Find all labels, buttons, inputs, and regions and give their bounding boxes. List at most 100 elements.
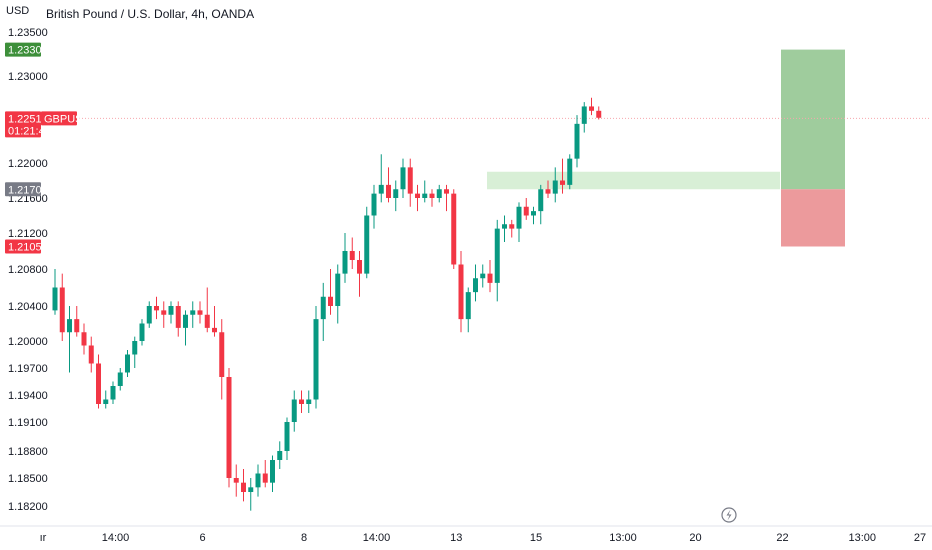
- candle: [125, 350, 130, 377]
- symbol-badge-bg: [41, 111, 77, 126]
- candle: [386, 167, 391, 203]
- candle-body: [378, 184, 384, 194]
- candle-body: [74, 319, 80, 333]
- candle-body: [328, 296, 333, 306]
- candle-body: [190, 310, 196, 315]
- candle-body: [415, 193, 420, 198]
- candle: [248, 478, 254, 511]
- candle: [299, 390, 304, 413]
- candle-body: [88, 345, 94, 364]
- price-badge-bg: [5, 239, 41, 254]
- currency-label: USD: [6, 5, 29, 17]
- candle-body: [146, 306, 152, 324]
- candle: [473, 264, 478, 302]
- candle-body: [219, 332, 225, 377]
- candle-body: [342, 251, 348, 274]
- candle-body: [480, 273, 486, 279]
- candle-body: [567, 158, 573, 185]
- candle: [487, 260, 493, 293]
- candle-body: [444, 189, 449, 194]
- price-badge-value: 1.23300: [8, 45, 48, 57]
- candle-body: [473, 278, 478, 293]
- candle-body: [429, 193, 435, 198]
- y-tick-label: 1.19400: [8, 390, 48, 402]
- candle-body: [248, 487, 254, 492]
- price-badge[interactable]: 1.21050: [5, 239, 48, 254]
- price-badge[interactable]: 1.21700: [5, 182, 48, 197]
- candle: [81, 323, 87, 355]
- candle: [357, 251, 362, 297]
- candle-body: [262, 473, 268, 483]
- candle: [560, 158, 565, 194]
- support-zone: [487, 171, 780, 190]
- y-tick-label: 1.20000: [8, 336, 48, 348]
- candle: [538, 184, 544, 225]
- candle: [589, 97, 594, 116]
- candle: [96, 354, 101, 409]
- candle: [212, 306, 217, 337]
- lightning-bolt-icon[interactable]: [721, 507, 737, 523]
- candle-body: [516, 206, 522, 229]
- candle-body: [422, 193, 428, 198]
- candle: [88, 336, 94, 373]
- candle: [378, 154, 384, 203]
- candle: [132, 336, 138, 368]
- price-badge-value: 1.22513: [8, 113, 48, 125]
- candle-body: [400, 167, 406, 190]
- y-tick-label: 1.22000: [8, 158, 48, 170]
- candle: [364, 206, 370, 279]
- price-badge[interactable]: 1.23300: [5, 42, 48, 57]
- candle-body: [255, 473, 261, 488]
- y-tick-label: 1.20400: [8, 301, 48, 313]
- candle: [146, 301, 152, 328]
- candle-body: [59, 287, 65, 333]
- candle: [400, 158, 406, 198]
- candle: [552, 167, 558, 203]
- candle-body: [117, 372, 123, 386]
- candle: [52, 269, 58, 315]
- candle: [444, 184, 449, 212]
- position-target-zone[interactable]: [781, 49, 845, 190]
- position-stop-zone[interactable]: [781, 189, 845, 247]
- x-tick-label: 14:00: [363, 532, 391, 544]
- candle: [596, 106, 602, 120]
- candle-body: [204, 314, 210, 328]
- candle: [183, 310, 188, 346]
- candle: [523, 198, 529, 220]
- candle: [328, 269, 333, 315]
- price-badge-bg: [5, 42, 41, 57]
- candle-body: [96, 363, 101, 404]
- candle-body: [161, 310, 167, 315]
- candle-body: [175, 306, 181, 328]
- candle: [342, 233, 348, 283]
- candle: [270, 455, 275, 492]
- candle: [168, 301, 174, 324]
- x-tick-label: 6: [199, 532, 205, 544]
- candle: [67, 306, 72, 373]
- candle: [458, 251, 464, 333]
- candle-body: [110, 386, 116, 400]
- x-tick-label: 8: [301, 532, 307, 544]
- candle-body: [494, 228, 500, 283]
- y-tick-label: 1.19700: [8, 363, 48, 375]
- candle: [509, 219, 515, 238]
- candle: [59, 273, 65, 341]
- candle: [422, 180, 428, 203]
- candle-body: [509, 224, 515, 229]
- candle: [161, 301, 167, 328]
- candle: [313, 306, 319, 409]
- candle: [371, 184, 377, 229]
- candle: [277, 441, 283, 469]
- candle-body: [284, 422, 290, 451]
- candle: [306, 390, 312, 413]
- x-tick-label: 13: [450, 532, 462, 544]
- chart-title: British Pound / U.S. Dollar, 4h, OANDA: [46, 7, 254, 21]
- candle-body: [581, 106, 587, 124]
- candle-body: [306, 399, 312, 404]
- x-tick-label: 20: [689, 532, 701, 544]
- candle-body: [197, 310, 203, 315]
- candle: [197, 301, 203, 324]
